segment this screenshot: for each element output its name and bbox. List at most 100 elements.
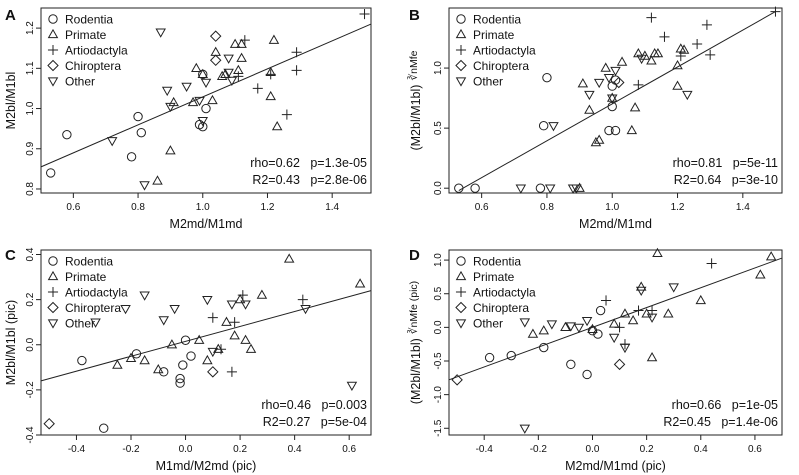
data-point-other: [635, 286, 647, 296]
data-point-primate: [193, 334, 205, 344]
stat-text: R2=0.43 p=2.8e-06: [252, 173, 367, 187]
data-point-primate: [236, 52, 247, 62]
data-point-primate: [590, 136, 602, 147]
data-point-artiodactyla: [207, 312, 218, 323]
legend-marker-chiroptera: [455, 301, 467, 314]
panel-label: C: [5, 247, 16, 264]
data-point-rodentia: [506, 350, 516, 361]
data-point-other: [593, 78, 605, 89]
data-point-primate: [354, 278, 366, 288]
stat-text: rho=0.46 p=0.003: [261, 398, 367, 412]
data-point-primate: [652, 247, 663, 258]
data-point-other: [139, 291, 150, 301]
data-point-primate: [672, 80, 683, 90]
series-rodentia: [77, 335, 196, 433]
data-point-primate: [202, 354, 213, 365]
data-point-other: [584, 90, 595, 101]
data-point-rodentia: [542, 72, 552, 83]
legend-marker-artiodactyla: [455, 286, 467, 298]
data-point-primate: [153, 363, 164, 374]
data-point-artiodactyla: [646, 12, 657, 23]
data-point-primate: [187, 96, 199, 107]
data-point-other: [200, 78, 212, 89]
y-tick-label: 0.4: [25, 247, 36, 261]
data-point-other: [194, 96, 205, 107]
x-tick-label: 1.2: [261, 202, 275, 213]
data-point-rodentia: [62, 129, 72, 140]
data-point-other: [515, 184, 527, 194]
y-tick-label: 0.0: [433, 181, 444, 195]
data-point-rodentia: [131, 349, 142, 359]
legend-label: Artiodactyla: [473, 286, 536, 300]
data-point-primate: [641, 308, 652, 318]
data-point-rodentia: [136, 127, 146, 138]
data-point-rodentia: [175, 373, 185, 384]
stat-text: R2=0.27 p=5e-04: [263, 415, 367, 429]
data-point-rodentia: [454, 183, 464, 193]
series-primate: [112, 253, 366, 374]
data-point-primate: [629, 102, 641, 112]
series-rodentia: [484, 305, 606, 380]
data-point-other: [207, 347, 219, 358]
data-point-primate: [152, 175, 163, 185]
data-point-other: [619, 343, 631, 354]
data-point-artiodactyla: [291, 47, 302, 58]
legend-label: Primate: [473, 28, 515, 42]
legend-label: Rodentia: [473, 13, 521, 27]
x-tick-label: 0.8: [540, 202, 554, 213]
y-tick-label: -0.5: [433, 352, 444, 370]
data-point-primate: [112, 359, 123, 369]
data-point-primate: [574, 182, 585, 192]
x-tick-label: 0.2: [233, 444, 247, 455]
y-tick-label: -1.0: [433, 386, 444, 404]
x-axis-label: M1md/M2md (pic): [156, 459, 257, 473]
panel-C: C -0.4 -0.2 0.0 0.2 0.4 0.6 -0.4 -0.2 0.0 0.2 0.4 M1…: [4, 247, 372, 473]
y-tick-label: 0.5: [433, 286, 444, 300]
legend-label: Primate: [473, 270, 515, 284]
data-point-other: [155, 28, 166, 38]
legend-label: Artiodactyla: [65, 286, 128, 300]
data-point-primate: [755, 269, 766, 279]
stat-text: rho=0.81 p=5e-11: [673, 156, 778, 170]
legend-label: Other: [65, 75, 95, 89]
data-point-other: [603, 74, 615, 84]
y-tick-label: 1.0: [433, 61, 444, 75]
data-point-artiodactyla: [297, 294, 308, 305]
y-tick-label: 0.9: [25, 141, 36, 155]
data-point-artiodactyla: [226, 366, 237, 377]
data-point-primate: [765, 251, 777, 261]
data-point-rodentia: [180, 335, 191, 345]
y-tick-label: -0.2: [25, 381, 36, 399]
x-tick-label: 0.6: [66, 202, 80, 213]
data-point-primate: [678, 44, 690, 54]
data-point-primate: [646, 55, 657, 65]
series-primate: [574, 43, 690, 192]
data-point-other: [606, 94, 618, 104]
data-point-other: [546, 320, 558, 330]
data-point-artiodactyla: [237, 290, 248, 301]
data-point-primate: [220, 68, 231, 79]
x-tick-label: -0.4: [68, 444, 86, 455]
data-point-primate: [221, 316, 232, 326]
data-point-rodentia: [593, 329, 603, 339]
data-point-chiroptera: [451, 374, 463, 386]
data-point-rodentia: [77, 355, 87, 366]
data-point-primate: [587, 323, 598, 334]
data-point-other: [571, 184, 582, 194]
legend-marker-artiodactyla: [455, 44, 467, 56]
data-point-artiodactyla: [675, 51, 686, 62]
data-point-rodentia: [595, 305, 606, 316]
y-axis-label: (M2bl/M1bl)∛nMfe: [407, 50, 423, 150]
data-point-primate: [606, 92, 618, 102]
series-artiodactyla: [207, 290, 308, 377]
data-point-other: [161, 86, 173, 97]
data-point-artiodactyla: [265, 69, 276, 80]
data-point-primate: [695, 294, 707, 305]
legend-marker-rodentia: [456, 256, 466, 266]
x-tick-label: -0.4: [476, 444, 494, 455]
data-point-rodentia: [610, 125, 621, 136]
data-point-chiroptera: [43, 417, 55, 430]
panel-A: A 0.6 0.8 1.0 1.2 1.4 0.8 0.9 1.0 1.1 1.2 M2md/M1md…: [4, 7, 372, 231]
